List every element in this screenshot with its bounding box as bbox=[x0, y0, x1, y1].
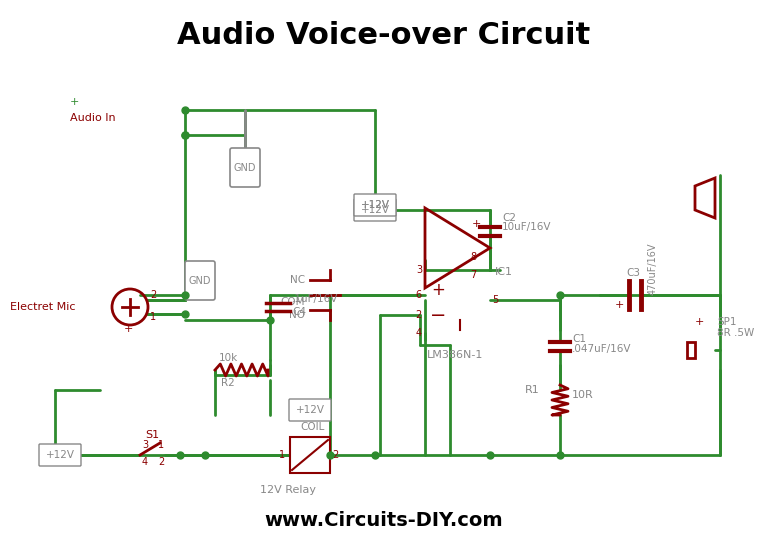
Text: R1: R1 bbox=[525, 385, 540, 395]
Text: 5: 5 bbox=[492, 295, 498, 305]
Text: Audio Voice-over Circuit: Audio Voice-over Circuit bbox=[177, 20, 591, 49]
Text: GND: GND bbox=[233, 163, 257, 173]
Text: 10k: 10k bbox=[218, 353, 237, 363]
Text: C1: C1 bbox=[572, 334, 586, 344]
FancyBboxPatch shape bbox=[354, 199, 396, 221]
Text: R2: R2 bbox=[221, 378, 235, 388]
Text: 2: 2 bbox=[150, 290, 156, 300]
FancyBboxPatch shape bbox=[354, 194, 396, 216]
Bar bbox=[687, 342, 695, 358]
Text: NO: NO bbox=[289, 310, 305, 320]
FancyBboxPatch shape bbox=[185, 261, 215, 300]
Text: www.Circuits-DIY.com: www.Circuits-DIY.com bbox=[265, 511, 503, 529]
Text: 470uF/16V: 470uF/16V bbox=[648, 243, 658, 295]
Text: COIL: COIL bbox=[300, 422, 324, 432]
Text: 10uF/16V: 10uF/16V bbox=[502, 222, 551, 232]
Text: +: + bbox=[615, 300, 624, 310]
Text: +: + bbox=[431, 281, 445, 299]
Text: LM386N-1: LM386N-1 bbox=[427, 350, 483, 360]
Text: Audio In: Audio In bbox=[70, 113, 116, 123]
Text: 8: 8 bbox=[470, 252, 476, 262]
Text: Electret Mic: Electret Mic bbox=[10, 302, 75, 312]
Text: 2: 2 bbox=[158, 457, 164, 467]
Text: 12V Relay: 12V Relay bbox=[260, 485, 316, 495]
Text: 1: 1 bbox=[279, 450, 285, 460]
Text: +12V: +12V bbox=[360, 200, 389, 210]
Text: 2: 2 bbox=[415, 310, 422, 320]
Text: 7: 7 bbox=[470, 270, 476, 280]
Text: +: + bbox=[472, 219, 482, 229]
Text: 4: 4 bbox=[416, 328, 422, 338]
Text: .047uF/16V: .047uF/16V bbox=[572, 344, 631, 354]
Text: 3: 3 bbox=[142, 440, 148, 450]
FancyBboxPatch shape bbox=[230, 148, 260, 187]
Text: S1: S1 bbox=[145, 430, 159, 440]
FancyBboxPatch shape bbox=[289, 399, 331, 421]
FancyBboxPatch shape bbox=[39, 444, 81, 466]
Text: COM: COM bbox=[280, 297, 305, 307]
Text: 10R: 10R bbox=[572, 390, 594, 400]
Text: .1uF/16V: .1uF/16V bbox=[292, 294, 339, 304]
Text: 1: 1 bbox=[158, 440, 164, 450]
Text: 3: 3 bbox=[416, 265, 422, 275]
Text: +: + bbox=[124, 324, 133, 334]
Text: GND: GND bbox=[189, 276, 211, 286]
Text: C4: C4 bbox=[292, 307, 306, 317]
Text: SP1: SP1 bbox=[717, 317, 737, 327]
Text: 8R .5W: 8R .5W bbox=[717, 328, 754, 338]
Text: 4: 4 bbox=[142, 457, 148, 467]
Text: IC1: IC1 bbox=[495, 267, 513, 277]
Text: 6: 6 bbox=[416, 290, 422, 300]
Text: 2: 2 bbox=[332, 450, 338, 460]
Bar bbox=[290, 437, 330, 473]
Text: +12V: +12V bbox=[360, 205, 389, 215]
Text: +12V: +12V bbox=[360, 200, 389, 210]
Text: C3: C3 bbox=[626, 268, 640, 278]
Text: C2: C2 bbox=[502, 213, 516, 223]
Text: +: + bbox=[694, 317, 703, 327]
Text: +: + bbox=[70, 97, 79, 107]
Text: +12V: +12V bbox=[45, 450, 74, 460]
Text: NC: NC bbox=[290, 275, 305, 285]
Text: −: − bbox=[430, 305, 446, 324]
Text: 1: 1 bbox=[150, 312, 156, 322]
Text: +12V: +12V bbox=[296, 405, 325, 415]
